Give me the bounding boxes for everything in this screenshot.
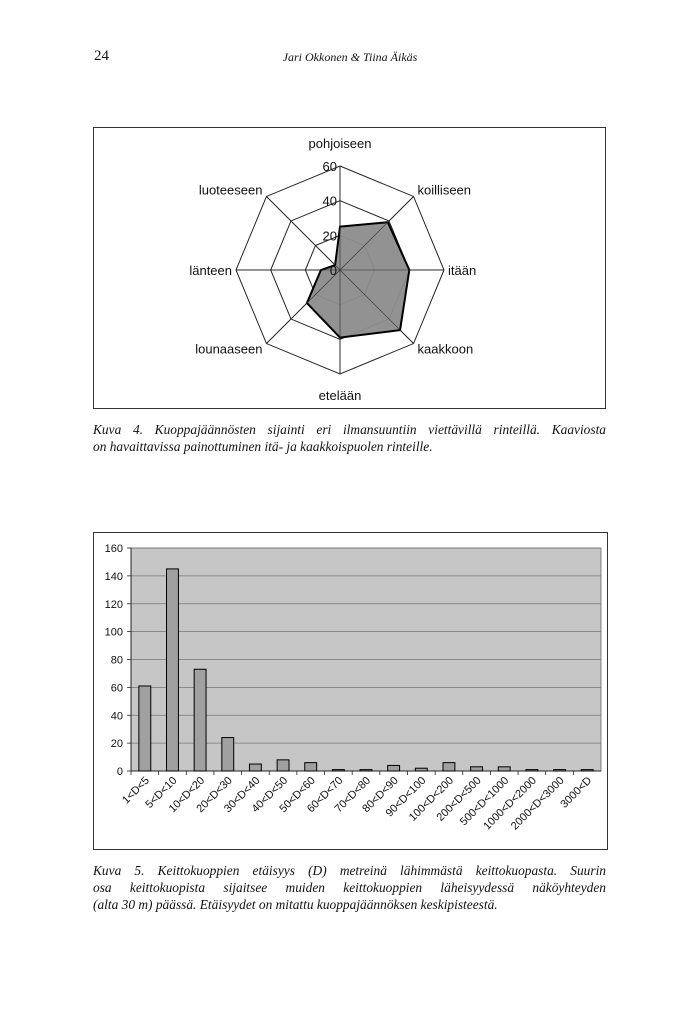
radar-category-label: etelään [319,388,362,403]
caption-line: on havaittavissa painottuminen itä- ja k… [93,439,433,454]
radar-chart-frame: 0 20 40 60 pohjoiseen koilliseen itään kaakkoon… [93,127,606,409]
bar [248,763,262,772]
radar-category-label: kaakkoon [418,342,474,357]
caption-line: Kuva 4. Kuoppajäännösten sijainti eri il… [93,422,606,437]
bar [442,762,456,772]
y-tick-label: 100 [105,627,123,639]
bar [166,568,179,772]
running-header: Jari Okkonen & Tiina Äikäs [282,50,418,64]
bar [304,762,318,772]
figure-caption-5: Kuva 5. Keittokuoppien etäisyys (D) metr… [93,862,606,913]
radar-category-label: pohjoiseen [309,136,372,151]
figure-caption-4: Kuva 4. Kuoppajäännösten sijainti eri il… [93,421,606,455]
bar [138,685,152,772]
radar-category-label: lounaaseen [195,342,262,357]
bar [580,769,594,772]
radar-tick-label: 0 [330,263,337,278]
bar [414,767,428,772]
radar-spoke-overlay [339,269,414,344]
bar [276,759,290,772]
radar-category-label: länteen [189,263,232,278]
y-tick-label: 40 [111,710,123,722]
bar-chart: 0204060801001201401601<D<55<D<1010<D<202… [105,543,602,832]
bar-chart-frame: 0 20 40 60 80 100 120 140 160 1<D<5 5<D<10 10<D<20 2… [93,532,608,850]
bar [359,769,373,772]
bar [497,766,511,772]
bar [387,764,401,772]
y-tick-label: 80 [111,655,123,667]
bar [553,769,566,772]
y-tick-label: 60 [111,682,123,694]
x-tick-label: 3000<D [558,775,594,811]
radar-spoke-overlay [266,269,341,344]
radar-tick-label: 60 [323,159,337,174]
bar [193,668,207,772]
radar-chart: 0 20 40 60 pohjoiseen koilliseen itään kaakkoon… [189,136,476,403]
bar [470,766,484,772]
radar-spoke-overlay [266,196,341,271]
caption-line: osa keittokuopista sijaitsee muiden keit… [93,880,606,895]
radar-tick-label: 20 [323,228,337,243]
radar-category-label: koilliseen [418,182,471,197]
y-tick-label: 0 [117,766,123,778]
radar-spoke-overlay [339,196,414,271]
page-number: 24 [94,48,109,64]
y-tick-label: 160 [105,543,123,555]
caption-line: (alta 30 m) päässä. Etäisyydet on mitatt… [93,897,498,912]
bar [525,769,539,772]
radar-tick-label: 40 [323,194,337,209]
bar [331,769,345,772]
radar-category-label: itään [448,263,476,278]
bar [221,737,235,772]
caption-line: Kuva 5. Keittokuoppien etäisyys (D) metr… [93,863,606,878]
y-tick-label: 20 [111,738,123,750]
radar-category-label: luoteeseen [199,182,263,197]
y-tick-label: 120 [105,599,123,611]
y-tick-label: 140 [105,571,123,583]
